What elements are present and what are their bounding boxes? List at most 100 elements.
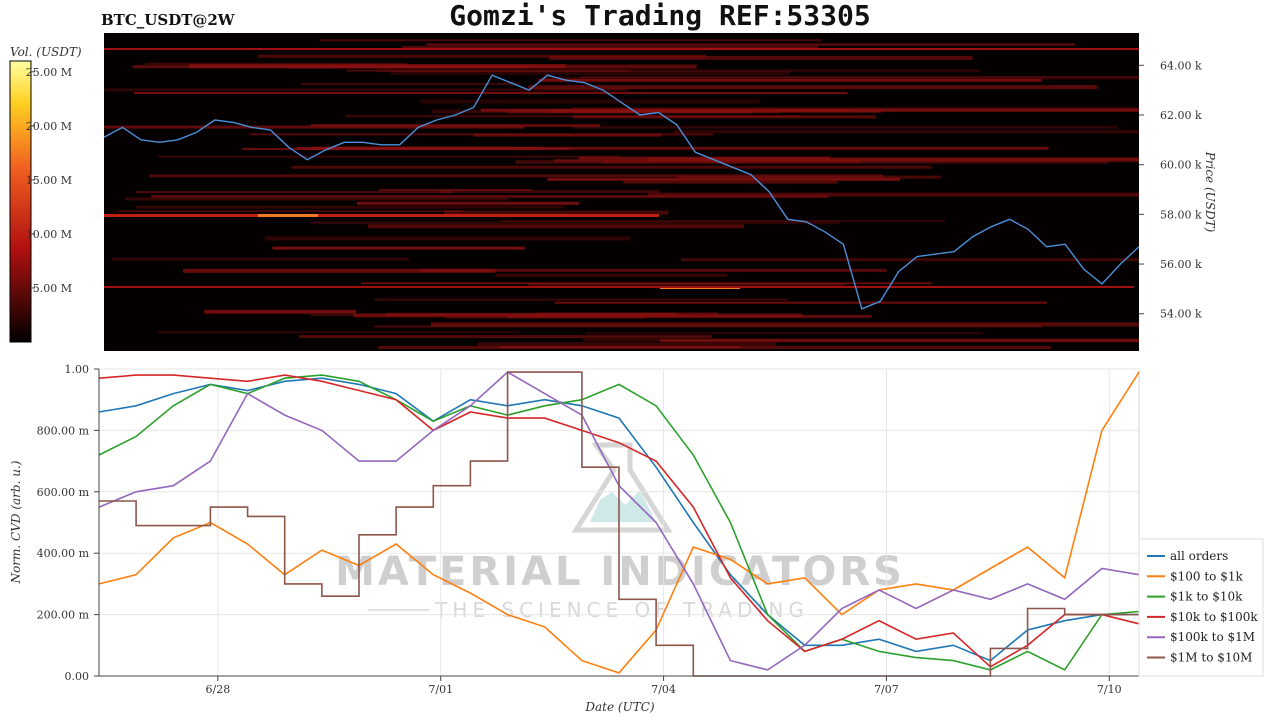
- cvd-y-tick-label: 400.00 m: [37, 547, 90, 560]
- heatmap-band: [572, 115, 877, 119]
- heatmap-band: [272, 246, 525, 250]
- cvd-x-tick-label: 7/10: [1097, 683, 1122, 696]
- heatmap-band: [538, 78, 1042, 82]
- heatmap-band: [112, 257, 410, 261]
- legend-label-0: all orders: [1170, 549, 1228, 563]
- heatmap-band: [301, 82, 520, 85]
- heatmap-band: [379, 188, 532, 191]
- heatmap-band: [602, 160, 860, 164]
- heatmap-band: [312, 146, 1049, 150]
- chart-title: Gomzi's Trading REF:53305: [449, 0, 870, 32]
- heatmap-band: [145, 62, 407, 65]
- colorbar-tick-label: 5.00 M: [33, 282, 72, 295]
- heatmap-band: [673, 130, 1139, 134]
- heatmap-band: [287, 64, 697, 69]
- heatmap-band: [500, 219, 946, 222]
- watermark-flask-icon: [571, 442, 673, 533]
- price-tick-label: 64.00 k: [1160, 59, 1202, 72]
- series-line-2: [98, 374, 1140, 671]
- price-tick-label: 62.00 k: [1160, 109, 1202, 122]
- heatmap-band: [578, 156, 831, 160]
- heatmap-band: [444, 210, 669, 215]
- heatmap-band: [585, 332, 983, 335]
- colorbar-gradient: [9, 60, 32, 343]
- heatmap-band: [118, 210, 463, 213]
- colorbar: Vol. (USDT) 5.00 M 10.00 M 15.00 M 20.00 M 2…: [9, 45, 82, 343]
- watermark-title: MATERIAL INDICATORS: [335, 549, 905, 595]
- heatmap-band: [183, 268, 496, 273]
- heatmap-band: [431, 322, 1139, 327]
- heatmap-band: [572, 107, 1138, 111]
- colorbar-tick-label: 15.00 M: [26, 174, 72, 187]
- colorbar-tick-label: 20.00 M: [26, 120, 72, 133]
- heatmap-band: [583, 338, 1139, 342]
- legend-label-2: $1k to $10k: [1170, 590, 1243, 604]
- watermark-subtitle: THE SCIENCE OF TRADING: [434, 598, 809, 622]
- colorbar-tick-label: 10.00 M: [26, 228, 72, 241]
- heatmap-band: [204, 309, 357, 314]
- legend-label-3: $10k to $100k: [1170, 610, 1258, 624]
- price-axis-label: Price (USDT): [1203, 151, 1217, 233]
- heatmap-band: [104, 286, 1134, 288]
- symbol-label: BTC_USDT@2W: [101, 11, 236, 29]
- heatmap-band: [258, 214, 318, 217]
- cvd-x-tick-label: 7/04: [651, 683, 676, 696]
- heatmap-band: [361, 282, 932, 285]
- heatmap-band: [346, 69, 631, 72]
- heatmap-band: [149, 174, 883, 178]
- colorbar-label: Vol. (USDT): [10, 45, 82, 59]
- heatmap-band: [477, 342, 777, 347]
- heatmap-band: [680, 258, 1139, 262]
- heatmap-band: [528, 85, 1097, 90]
- cvd-y-axis-label: Norm. CVD (arb. u.): [9, 460, 23, 584]
- heatmap-band: [104, 214, 659, 217]
- heatmap-band: [104, 88, 629, 92]
- heatmap-band: [135, 191, 453, 194]
- heatmap-band: [319, 39, 822, 42]
- cvd-x-tick-label: 7/01: [428, 683, 453, 696]
- heatmap-band: [623, 180, 838, 184]
- cvd-x-tick-label: 6/28: [206, 683, 231, 696]
- watermark-mountain-icon: [590, 490, 656, 522]
- heatmap-band: [402, 46, 819, 49]
- heatmap-band: [554, 159, 1139, 163]
- heatmap-band: [473, 133, 662, 137]
- legend: all orders $100 to $1k $1k to $10k $10k to …: [1138, 538, 1264, 677]
- heatmap-band: [291, 165, 932, 169]
- heatmap-band: [426, 43, 1075, 46]
- heatmap-band: [134, 91, 848, 94]
- cvd-y-tick-label: 200.00 m: [37, 609, 90, 622]
- price-tick-label: 58.00 k: [1160, 208, 1202, 221]
- legend-label-1: $100 to $1k: [1170, 569, 1243, 583]
- heatmap-band: [647, 157, 1139, 161]
- cvd-y-tick-label: 800.00 m: [37, 424, 90, 437]
- heatmap-band: [547, 177, 900, 181]
- heatmap-band: [499, 346, 742, 349]
- cvd-x-tick-label: 7/07: [874, 683, 899, 696]
- heatmap-band: [420, 268, 887, 272]
- heatmap-band: [157, 331, 520, 334]
- heatmap-band: [125, 197, 509, 201]
- legend-label-4: $100k to $1M: [1170, 630, 1255, 644]
- heatmap-band: [660, 339, 1139, 343]
- heatmap-band: [264, 236, 631, 241]
- cvd-panel: 0.00 200.00 m 400.00 m 600.00 m 800.00 m 1.00…: [9, 363, 1140, 714]
- cvd-y-tick-label: 0.00: [65, 670, 90, 683]
- heatmap-band: [135, 205, 564, 209]
- legend-label-5: $1M to $10M: [1170, 651, 1252, 665]
- heatmap-band: [310, 314, 610, 317]
- heatmap-band: [440, 190, 660, 194]
- series-line-3: [98, 374, 1140, 668]
- price-tick-label: 56.00 k: [1160, 258, 1202, 271]
- heatmap-band: [104, 48, 1139, 50]
- heatmap-band: [311, 221, 840, 225]
- heatmap-band: [151, 194, 829, 198]
- cvd-y-tick-label: 600.00 m: [37, 486, 90, 499]
- price-tick-label: 54.00 k: [1160, 308, 1202, 321]
- series-line-1: [98, 371, 1140, 674]
- heatmap-band: [374, 298, 789, 301]
- heatmap-band: [548, 55, 973, 60]
- heatmap-band: [541, 76, 1139, 80]
- heatmap-panel: 54.00 k 56.00 k 58.00 k 60.00 k 62.00 k 64.00…: [103, 33, 1217, 351]
